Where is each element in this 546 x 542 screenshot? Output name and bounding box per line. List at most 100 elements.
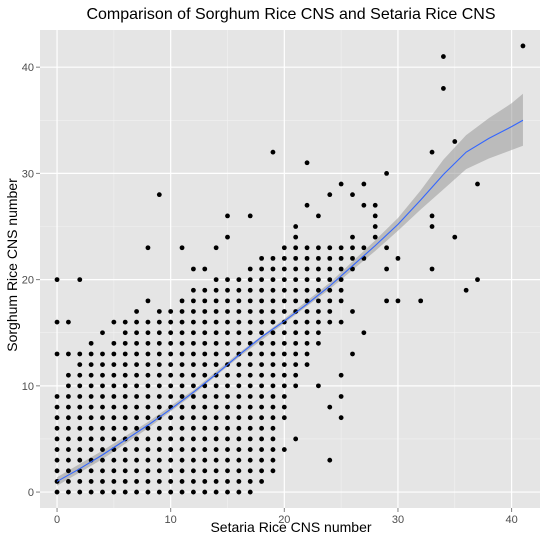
data-point [191, 362, 196, 367]
data-point [247, 319, 253, 325]
data-point [168, 309, 174, 314]
data-point [270, 415, 276, 421]
data-point [270, 436, 276, 442]
data-point [100, 489, 105, 495]
data-point [213, 468, 219, 474]
data-point [100, 447, 105, 452]
y-axis: 0 10 20 30 40 [22, 62, 40, 499]
data-point [225, 330, 230, 336]
data-point [236, 372, 242, 378]
data-point [441, 54, 446, 59]
data-point [111, 468, 117, 474]
confidence-band-layer [57, 93, 523, 486]
data-point [213, 298, 219, 304]
data-point [213, 447, 219, 452]
data-point [145, 489, 151, 495]
data-point [179, 489, 185, 495]
data-point [66, 468, 71, 474]
data-point [247, 447, 253, 452]
data-point [191, 457, 196, 463]
data-point [202, 468, 208, 474]
data-point [111, 415, 117, 421]
data-point [191, 287, 196, 293]
data-point [134, 394, 139, 399]
y-tick-label: 20 [22, 275, 34, 287]
data-point [429, 149, 435, 155]
data-point [304, 298, 310, 304]
data-point [77, 277, 83, 283]
data-point [247, 394, 253, 399]
data-point [475, 277, 480, 283]
data-point [156, 457, 162, 463]
data-point [225, 309, 230, 314]
data-point [293, 309, 299, 314]
data-point [293, 330, 299, 336]
data-point [66, 425, 71, 431]
data-point [270, 298, 276, 304]
data-point [202, 309, 208, 314]
data-point [395, 298, 401, 304]
data-point [145, 436, 151, 442]
data-point [122, 383, 128, 389]
data-point [259, 362, 264, 367]
data-point [54, 319, 60, 325]
data-point [122, 415, 128, 421]
data-point [145, 479, 151, 484]
data-point [156, 489, 162, 495]
data-point [111, 457, 117, 463]
data-point [77, 425, 83, 431]
data-point [452, 139, 458, 144]
data-point [304, 351, 310, 357]
data-point [191, 468, 196, 474]
data-point [293, 224, 299, 229]
data-point [134, 372, 139, 378]
data-point [122, 457, 128, 463]
data-point [225, 287, 230, 293]
data-point [202, 457, 208, 463]
data-point [100, 372, 105, 378]
data-point [270, 468, 276, 474]
data-point [168, 330, 174, 336]
data-point [316, 330, 321, 336]
data-point [213, 415, 219, 421]
data-point [202, 425, 208, 431]
data-point [77, 372, 83, 378]
data-point [156, 383, 162, 389]
data-point [179, 425, 185, 431]
data-point [111, 383, 117, 389]
data-point [202, 479, 208, 484]
data-point [304, 255, 310, 261]
data-point [225, 489, 230, 495]
data-point [281, 447, 287, 452]
data-point [236, 298, 242, 304]
data-point [304, 160, 310, 166]
data-point [213, 457, 219, 463]
x-axis-title: Setaria Rice CNS number [210, 519, 371, 535]
data-point [168, 351, 174, 357]
data-point [202, 362, 208, 367]
data-point [100, 415, 105, 421]
data-point [384, 245, 389, 251]
data-point [156, 404, 162, 410]
data-point [179, 457, 185, 463]
data-point [202, 404, 208, 410]
data-point [191, 351, 196, 357]
data-point [281, 319, 287, 325]
data-point [213, 245, 219, 251]
data-point [259, 415, 264, 421]
data-point [281, 287, 287, 293]
data-point [247, 298, 253, 304]
data-point [350, 192, 355, 198]
data-point [281, 245, 287, 251]
data-point [156, 394, 162, 399]
data-point [168, 425, 174, 431]
data-point [338, 319, 344, 325]
data-point [327, 298, 333, 304]
data-point [281, 394, 287, 399]
data-point [418, 298, 424, 304]
data-point [134, 468, 139, 474]
data-point [77, 383, 83, 389]
data-point [156, 319, 162, 325]
data-point [259, 330, 264, 336]
data-point [225, 404, 230, 410]
